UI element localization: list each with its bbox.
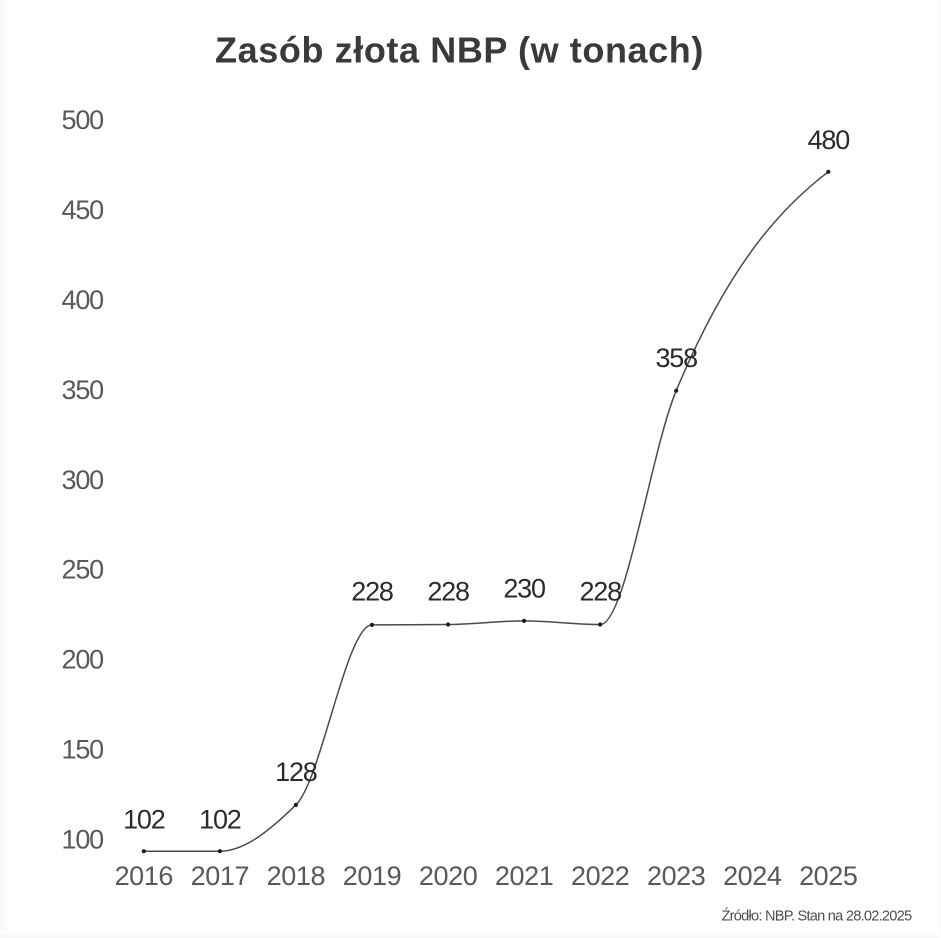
svg-text:2019: 2019 — [343, 861, 401, 891]
svg-text:2025: 2025 — [799, 861, 857, 891]
svg-text:128: 128 — [275, 757, 317, 787]
svg-text:102: 102 — [123, 804, 165, 834]
svg-text:350: 350 — [62, 375, 104, 405]
svg-text:2024: 2024 — [723, 861, 782, 891]
svg-text:300: 300 — [62, 465, 104, 495]
svg-text:480: 480 — [808, 125, 850, 155]
svg-text:2016: 2016 — [115, 861, 173, 891]
svg-text:228: 228 — [427, 576, 469, 606]
svg-text:228: 228 — [351, 576, 393, 606]
svg-text:Źródło: NBP. Stan na 28.02.202: Źródło: NBP. Stan na 28.02.2025 — [722, 907, 912, 924]
svg-text:500: 500 — [62, 105, 104, 135]
svg-text:2017: 2017 — [191, 861, 249, 891]
svg-text:200: 200 — [62, 645, 104, 675]
svg-text:250: 250 — [62, 555, 104, 585]
svg-text:100: 100 — [62, 824, 104, 854]
svg-text:228: 228 — [579, 576, 621, 606]
svg-text:2021: 2021 — [495, 861, 553, 891]
svg-text:Zasób złota NBP (w tonach): Zasób złota NBP (w tonach) — [215, 29, 704, 70]
svg-text:450: 450 — [62, 195, 104, 225]
svg-text:2022: 2022 — [571, 861, 629, 891]
svg-text:150: 150 — [62, 735, 104, 765]
svg-text:2023: 2023 — [647, 861, 705, 891]
svg-text:102: 102 — [199, 804, 241, 834]
svg-text:358: 358 — [655, 343, 697, 373]
svg-text:400: 400 — [62, 285, 104, 315]
svg-text:2018: 2018 — [267, 861, 325, 891]
svg-text:230: 230 — [503, 574, 545, 604]
svg-text:2020: 2020 — [419, 861, 477, 891]
